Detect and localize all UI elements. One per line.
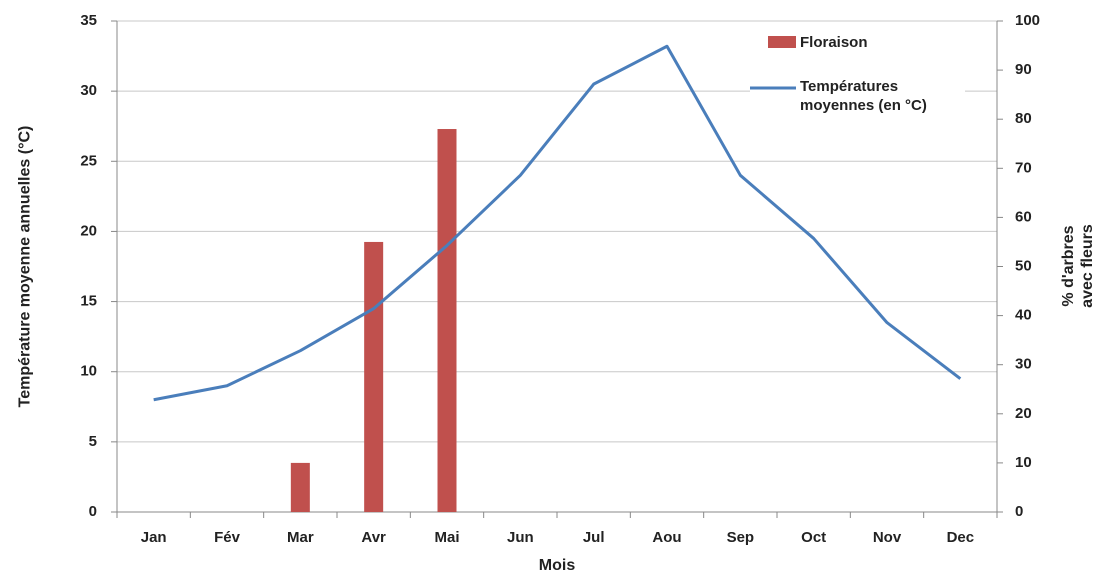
y2-tick-label: 80	[1015, 110, 1032, 127]
y-tick-label: 15	[80, 293, 97, 310]
legend-swatch	[768, 36, 796, 48]
y2-axis-title: % d'arbres avec fleurs	[1060, 224, 1096, 308]
legend-label: Floraison	[800, 34, 868, 51]
x-tick-label: Jul	[583, 529, 605, 546]
y-tick-label: 20	[80, 222, 97, 239]
line	[153, 44, 962, 402]
y2-tick-label: 10	[1015, 454, 1032, 471]
y-tick-label: 5	[89, 433, 97, 450]
x-tick-label: Aou	[652, 529, 681, 546]
y-tick-label: 30	[80, 82, 97, 99]
y-axis-title: Température moyenne annuelles (°C)	[16, 125, 34, 408]
x-tick-label: Jan	[141, 529, 167, 546]
legend-label: Températures moyennes (en °C)	[800, 78, 927, 114]
y2-tick-label: 0	[1015, 503, 1023, 520]
x-tick-label: Mai	[434, 529, 459, 546]
x-tick-label: Dec	[947, 529, 975, 546]
y-tick-label: 0	[89, 503, 97, 520]
bar	[437, 129, 457, 512]
x-tick-label: Nov	[873, 529, 902, 546]
y2-tick-label: 100	[1015, 12, 1040, 29]
y-tick-label: 10	[80, 363, 97, 380]
x-tick-label: Mar	[287, 529, 314, 546]
y2-tick-label: 50	[1015, 257, 1032, 274]
x-tick-label: Sep	[727, 529, 755, 546]
bar	[290, 462, 310, 512]
bar	[364, 241, 384, 512]
y-tick-label: 25	[80, 152, 97, 169]
y2-tick-label: 30	[1015, 356, 1032, 373]
y2-tick-label: 90	[1015, 61, 1032, 78]
y2-tick-label: 60	[1015, 208, 1032, 225]
x-axis-title: Mois	[538, 557, 576, 574]
y-tick-label: 35	[80, 12, 97, 29]
x-tick-label: Avr	[361, 529, 386, 546]
x-tick-label: Jun	[507, 529, 534, 546]
x-tick-label: Fév	[214, 529, 241, 546]
y2-tick-label: 70	[1015, 159, 1032, 176]
y2-tick-label: 40	[1015, 307, 1032, 324]
y2-tick-label: 20	[1015, 405, 1032, 422]
x-tick-label: Oct	[801, 529, 826, 546]
